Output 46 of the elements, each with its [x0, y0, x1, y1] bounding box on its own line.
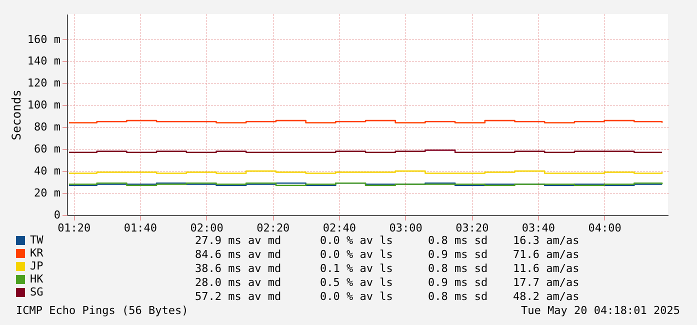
legend-label: SG — [30, 286, 44, 298]
text: 16.3 am/as — [513, 234, 580, 247]
x-tick-label: 01:20 — [58, 222, 91, 234]
text: 0.0 % av ls — [320, 248, 393, 261]
x-tick-label: 02:00 — [190, 222, 224, 234]
text: 11.6 am/as — [513, 262, 580, 275]
text: 0.9 ms sd — [428, 248, 488, 261]
text: 0.8 ms sd — [428, 262, 488, 275]
text: 0.0 % av ls — [320, 234, 393, 247]
text: 0.0 % av ls — [320, 290, 393, 303]
x-tick-label: 01:40 — [124, 222, 158, 234]
y-tick-label: 120 m — [27, 76, 61, 90]
x-tick-label: 02:20 — [256, 222, 290, 234]
y-axis-title: Seconds — [9, 90, 24, 140]
text: 71.6 am/as — [513, 248, 580, 261]
y-tick-label: 80 m — [34, 120, 61, 134]
legend-label: KR — [30, 246, 44, 260]
x-tick-label: 02:40 — [322, 222, 356, 234]
legend-label: HK — [30, 272, 44, 286]
text: 0.1 % av ls — [320, 262, 393, 275]
y-tick-label: 0 — [54, 208, 60, 222]
text: 0.8 ms sd — [428, 290, 488, 303]
text: 28.0 ms av md — [195, 276, 282, 289]
x-tick-label: 03:20 — [456, 222, 489, 234]
legend-label: JP — [30, 260, 44, 272]
text: 0.5 % av ls — [320, 276, 393, 289]
x-tick-label: 03:40 — [522, 222, 556, 234]
text: Tue May 20 04:18:01 2025 — [521, 304, 680, 317]
x-tick-label: 04:00 — [588, 222, 622, 234]
x-tick-label: 03:00 — [389, 222, 422, 234]
text: 27.9 ms av md — [195, 234, 282, 247]
y-tick-label: 160 m — [27, 32, 61, 46]
text: 48.2 am/as — [513, 290, 580, 303]
text: 17.7 am/as — [513, 276, 580, 289]
text: 0.8 ms sd — [428, 234, 488, 247]
text: 57.2 ms av md — [195, 290, 282, 303]
y-tick-label: 20 m — [34, 186, 61, 200]
text: 0.9 ms sd — [428, 276, 488, 289]
y-tick-label: 140 m — [27, 54, 61, 68]
text: ICMP Echo Pings (56 Bytes) — [16, 304, 188, 317]
y-tick-label: 100 m — [27, 98, 61, 112]
y-tick-label: 40 m — [34, 164, 61, 178]
text: 38.6 ms av md — [195, 262, 282, 275]
text: 84.6 ms av md — [195, 248, 282, 261]
y-tick-label: 60 m — [34, 142, 61, 156]
legend-label: TW — [30, 234, 44, 246]
